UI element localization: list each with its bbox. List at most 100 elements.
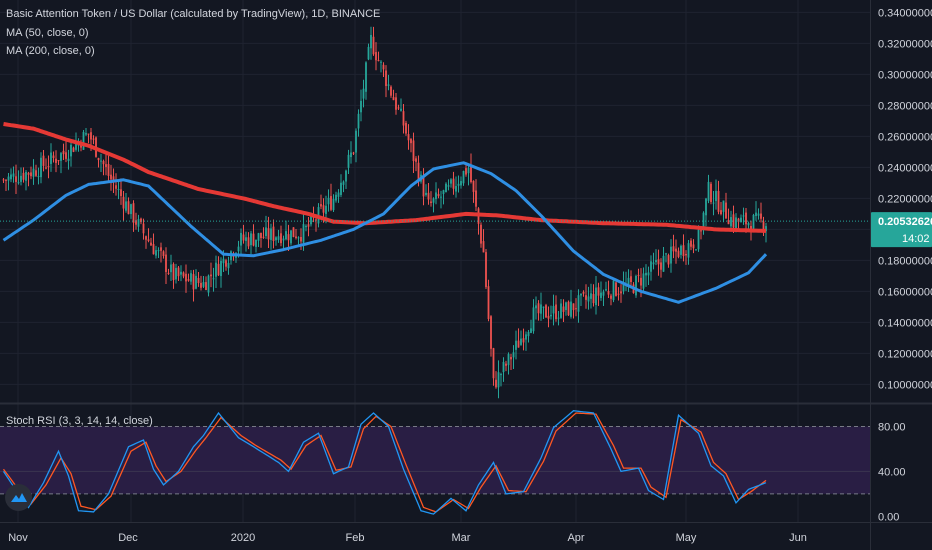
candle-body [672,246,675,252]
candle [635,274,637,298]
candle-body [27,172,30,175]
candle [472,180,475,203]
price-tick-label: 0.28000000 [878,100,932,112]
candle-body [510,357,512,360]
candle-body [602,291,605,296]
candle-body [17,182,20,184]
candle-body [237,246,240,252]
candle [180,265,182,282]
candle [495,371,497,389]
candle-body [377,60,380,62]
candle [722,200,725,223]
candle [170,254,172,281]
candle [132,200,135,232]
candle [335,191,337,203]
candle-body [475,190,477,207]
candle [125,193,127,213]
candle [655,249,657,266]
candle [357,109,360,137]
candle [582,290,585,297]
candle [250,230,252,255]
candle-body [165,254,167,272]
candle-body [205,282,207,291]
candle [682,234,685,262]
candle-body [522,338,525,343]
candle-body [705,198,707,216]
candle [197,272,200,287]
candle [532,299,535,334]
candle-body [162,251,165,256]
candle [200,275,202,291]
candle [470,153,472,184]
candle-body [422,176,425,197]
candle-body [297,237,300,239]
candle-body [447,185,450,187]
candle-body [25,171,27,181]
candle [255,239,257,253]
candle [480,222,482,248]
candle [680,244,682,259]
candle [447,179,450,191]
candle [542,306,545,319]
candle-body [410,139,412,144]
candle-body [105,164,107,167]
candle-body [315,219,317,221]
candle [167,268,170,275]
candle-body [182,272,185,277]
candle [252,224,255,247]
candle [710,181,712,205]
candle-body [620,291,622,294]
candle [650,255,652,281]
candle [522,328,525,351]
candle-body [332,198,335,211]
candle-body [655,260,657,263]
candle-body [415,158,417,162]
candle-body [742,215,745,217]
price-tick-label: 0.26000000 [878,131,932,143]
candle [575,298,577,317]
candle [82,129,85,150]
candle-body [65,152,67,159]
candle-body [757,213,760,216]
candle-body [670,246,672,264]
candle [467,164,470,186]
candle [527,330,530,343]
candle [372,26,375,56]
candle [535,296,537,320]
candle [520,330,522,346]
candle [192,269,195,302]
candle [337,189,340,203]
candle-body [82,132,85,150]
candle-body [552,306,555,314]
candle [332,194,335,212]
candle-body [605,289,607,291]
candle [242,224,245,244]
tradingview-logo[interactable] [5,484,32,511]
candle-body [555,304,557,320]
candle-body [307,224,310,227]
ma200-legend: MA (200, close, 0) [6,45,95,57]
candle-body [485,252,487,288]
candle [757,208,760,220]
candle [647,266,650,285]
candle [185,264,187,293]
candle [587,286,590,310]
candle-body [597,287,600,296]
price-tick-label: 0.32000000 [878,38,932,50]
candle [405,120,407,136]
candle [330,183,332,212]
candle [407,124,410,150]
candle-body [357,113,360,129]
candle-body [390,86,392,96]
candle-body [662,255,665,272]
candle [147,228,150,243]
candle-body [97,158,100,161]
candle-body [665,253,667,255]
candle-body [635,275,637,296]
candle [652,252,655,270]
candle [127,197,130,215]
candle-body [52,155,55,159]
candle-body [432,198,435,203]
time-tick-label: Apr [567,532,584,544]
